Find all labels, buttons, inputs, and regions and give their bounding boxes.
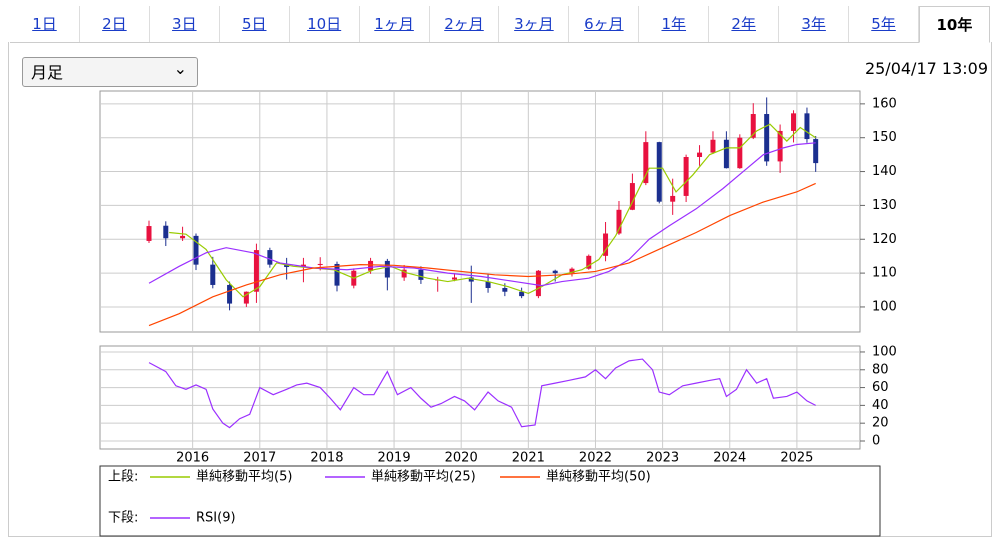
x-tick-label: 2022: [579, 451, 612, 466]
candle-body: [451, 277, 457, 280]
x-tick-label: 2024: [713, 451, 746, 466]
period-select[interactable]: 月足: [22, 54, 198, 87]
candle-body: [603, 233, 609, 256]
candle-body: [552, 270, 558, 274]
candle-body: [317, 263, 323, 265]
tab[interactable]: 2日: [79, 6, 150, 42]
candle-body: [253, 250, 259, 292]
tab[interactable]: 3ヶ月: [499, 6, 570, 42]
series-line: [148, 182, 816, 327]
candle-body: [180, 235, 186, 239]
series-line: [148, 142, 816, 287]
y-tick-label: 100: [872, 344, 897, 359]
candle-body: [535, 270, 541, 297]
candle-body: [586, 255, 592, 269]
y-tick-label: 80: [872, 362, 889, 377]
candle-body: [697, 152, 703, 158]
legend-box: [99, 465, 881, 537]
y-tick-label: 110: [872, 266, 897, 281]
candle-body: [804, 113, 810, 140]
legend-label: 上段:: [108, 470, 138, 485]
candle-body: [210, 264, 216, 285]
y-tick-label: 140: [872, 164, 897, 179]
candle-body: [401, 269, 407, 278]
candle-body: [368, 260, 374, 271]
y-tick-label: 60: [872, 380, 889, 395]
candle-body: [813, 139, 819, 164]
candle-body: [710, 139, 716, 153]
y-tick-label: 20: [872, 416, 889, 431]
candle-body: [569, 268, 575, 274]
candle-body: [643, 142, 649, 184]
legend-entry: 単純移動平均(5): [196, 469, 292, 485]
candle-body: [764, 114, 770, 162]
candle-body: [485, 281, 491, 288]
tab[interactable]: 3年: [779, 6, 850, 42]
tab[interactable]: 1年: [639, 6, 710, 42]
legend-label: 下段:: [108, 511, 138, 526]
x-tick-label: 2018: [310, 451, 343, 466]
candle-body: [163, 225, 169, 239]
legend-entry: 単純移動平均(50): [546, 469, 651, 485]
y-tick-label: 160: [872, 96, 897, 111]
x-tick-label: 2019: [378, 451, 411, 466]
tab[interactable]: 1ヶ月: [359, 6, 430, 42]
x-tick-label: 2023: [646, 451, 679, 466]
series-line: [169, 123, 817, 298]
candle-body: [519, 291, 525, 297]
tab[interactable]: 5日: [219, 6, 290, 42]
candle-body: [300, 264, 306, 268]
x-tick-label: 2016: [176, 451, 209, 466]
candle-body: [146, 226, 152, 241]
candle-body: [750, 114, 756, 138]
candle-body: [683, 157, 689, 196]
candle-body: [418, 269, 424, 280]
legend-entry: 単純移動平均(25): [371, 469, 476, 485]
tab[interactable]: 6ヶ月: [569, 6, 640, 42]
tab[interactable]: 1日: [10, 6, 80, 42]
tab[interactable]: 2年: [709, 6, 780, 42]
candle-body: [791, 113, 797, 131]
candle-body: [227, 284, 233, 304]
candle-body: [502, 287, 508, 292]
tab[interactable]: 3日: [149, 6, 220, 42]
x-tick-label: 2017: [243, 451, 276, 466]
candle-body: [723, 139, 729, 169]
series-line: [148, 358, 816, 429]
y-tick-label: 130: [872, 198, 897, 213]
x-tick-label: 2021: [512, 451, 545, 466]
candle-body: [670, 195, 676, 202]
y-tick-label: 150: [872, 130, 897, 145]
x-tick-label: 2020: [445, 451, 478, 466]
tab[interactable]: 5年: [849, 6, 919, 42]
candle-body: [334, 263, 340, 286]
tab-bar: 1日 2日 3日 5日 10日 1ヶ月 2ヶ月 3ヶ月 6ヶ月 1年 2年 3年 5年 10年: [10, 6, 990, 43]
tab[interactable]: 10年: [918, 6, 990, 43]
candle-body: [616, 209, 622, 234]
candle-body: [629, 183, 635, 210]
candle-body: [468, 277, 474, 282]
legend-entry: RSI(9): [196, 511, 236, 526]
candle-body: [243, 291, 249, 304]
candle-body: [267, 250, 273, 265]
candle-body: [656, 142, 662, 202]
candle-body: [777, 130, 783, 162]
tab[interactable]: 2ヶ月: [429, 6, 500, 42]
y-tick-label: 0: [872, 433, 880, 448]
y-tick-label: 100: [872, 299, 897, 314]
x-tick-label: 2025: [780, 451, 813, 466]
plot-area: [99, 345, 861, 450]
candle-body: [193, 235, 199, 265]
tab[interactable]: 10日: [289, 6, 360, 42]
candle-body: [284, 264, 290, 268]
y-tick-label: 40: [872, 398, 889, 413]
timestamp: 25/04/17 13:09: [864, 59, 988, 78]
candle-body: [384, 260, 390, 278]
y-tick-label: 120: [872, 232, 897, 247]
candle-body: [737, 137, 743, 169]
